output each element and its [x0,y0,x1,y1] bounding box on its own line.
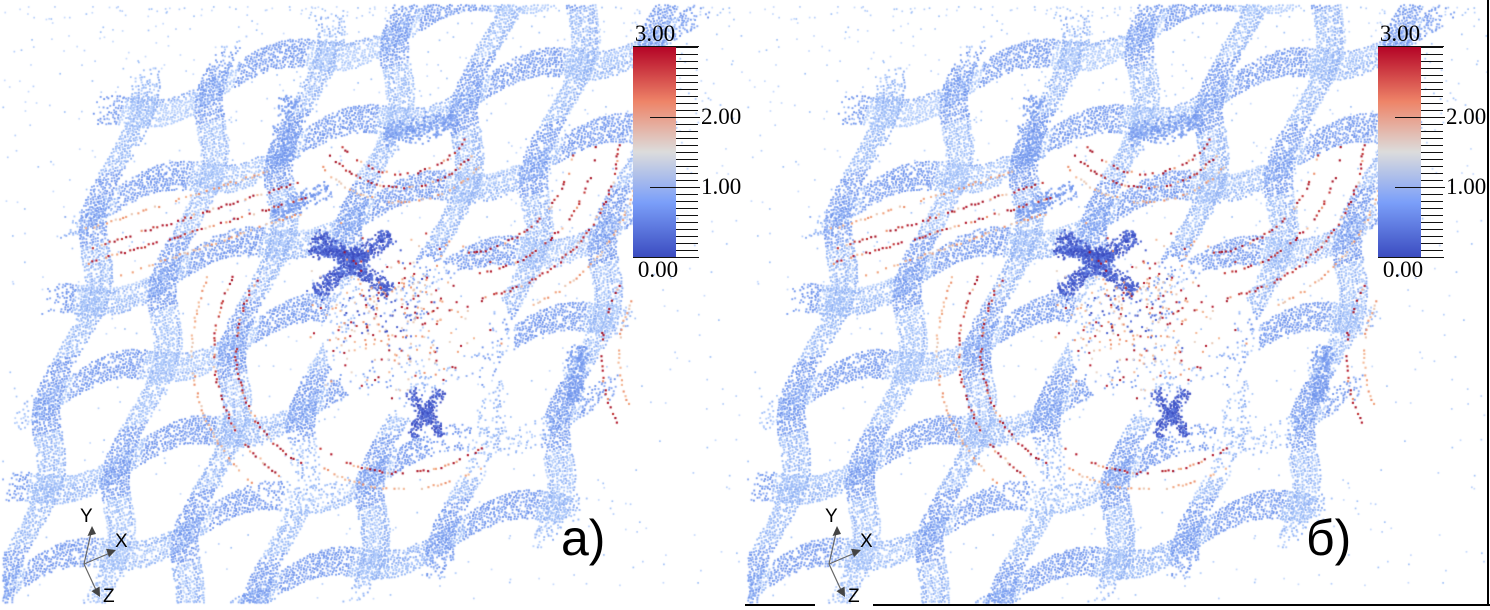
subfigure-label-b: б) [1306,510,1352,566]
x-axis-label: X [860,531,873,552]
right-border-rule [1487,0,1489,606]
axis-triad: Y X Z [80,506,128,607]
panel-b: 3.00 2.00 1.00 0.00 Y X Z б) [745,0,1490,610]
axis-triad: Y X Z [825,506,873,607]
z-axis-label: Z [848,586,860,607]
z-axis-arrow-icon [836,586,845,597]
z-axis-arrow-icon [91,586,100,597]
point-cloud-canvas [0,0,745,610]
bottom-rule-long [873,604,1490,606]
x-axis-label: X [115,531,128,552]
x-axis-arrow-icon [851,548,861,558]
y-axis-label: Y [825,506,838,527]
y-axis-arrow-icon [832,526,841,536]
point-cloud-canvas [745,0,1490,610]
y-axis-label: Y [80,506,93,527]
bottom-rule-short [745,604,815,606]
panel-a: 3.00 2.00 1.00 0.00 Y X Z а) [0,0,745,610]
x-axis-arrow-icon [106,548,116,558]
z-axis-label: Z [103,586,115,607]
subfigure-label-a: а) [561,510,606,566]
y-axis-arrow-icon [87,526,96,536]
